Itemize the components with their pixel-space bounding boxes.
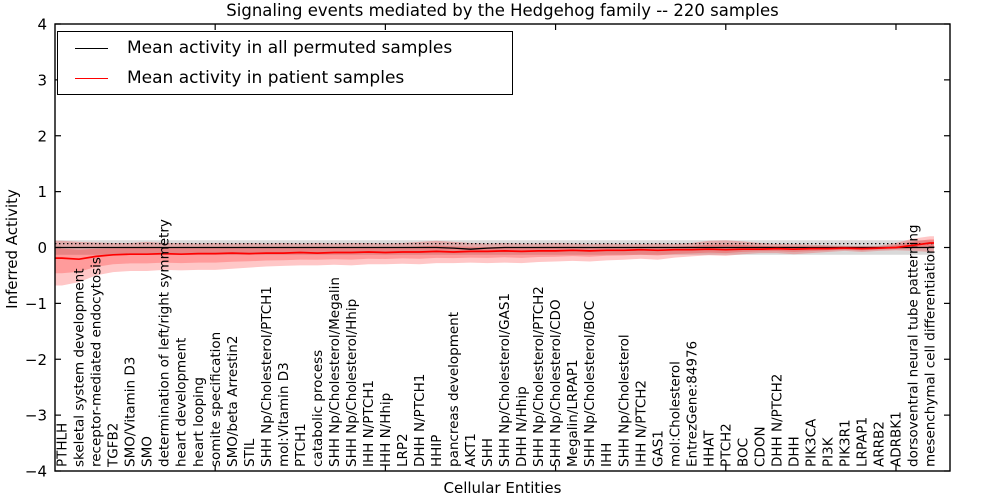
x-tick-label: PTCH2	[718, 423, 734, 467]
y-tick-label: −2	[25, 351, 47, 369]
x-tick-label: BOC	[735, 438, 751, 467]
x-tick-label: Megalin/LRPAP1	[565, 359, 581, 467]
permuted-mean-line	[55, 246, 934, 250]
y-tick-label: 4	[37, 16, 47, 34]
x-tick-label: LRPAP1	[855, 417, 871, 467]
x-tick-label: HHIP	[429, 435, 445, 467]
y-tick-label: 1	[37, 183, 47, 201]
x-tick-label: SHH Np/Cholesterol/Hhip	[344, 299, 360, 467]
legend-item-patient: Mean activity in patient samples	[58, 65, 512, 91]
legend: Mean activity in all permuted samples Me…	[57, 31, 513, 95]
x-tick-label: dorsoventral neural tube patterning	[906, 225, 922, 467]
x-tick-label: SHH Np/Cholesterol/Megalin	[327, 277, 343, 467]
x-tick-label: DHH	[787, 436, 803, 467]
x-tick-label: AKT1	[463, 433, 479, 467]
x-tick-label: GAS1	[650, 430, 666, 467]
x-tick-label: PTHLH	[55, 423, 71, 467]
x-tick-label: HHAT	[701, 430, 717, 467]
legend-item-permuted: Mean activity in all permuted samples	[58, 35, 512, 61]
legend-label-permuted: Mean activity in all permuted samples	[127, 37, 453, 58]
plot-border	[54, 23, 951, 472]
x-tick-label: STIL	[242, 438, 258, 467]
x-tick-label: SMO/beta Arrestin2	[225, 336, 241, 467]
x-tick-label: IHH N/Hhip	[378, 393, 394, 467]
x-tick-label: SHH Np/Cholesterol/BOC	[582, 301, 598, 467]
y-tick-label: 3	[37, 71, 47, 89]
x-tick-label: catabolic process	[310, 350, 326, 467]
x-tick-label: LRP2	[395, 433, 411, 467]
x-tick-label: PTCH1	[293, 423, 309, 467]
y-tick-label: 0	[37, 239, 47, 257]
x-tick-label: PI3K	[821, 436, 837, 467]
x-tick-label: PIK3R1	[838, 419, 854, 467]
x-tick-label: pancreas development	[446, 312, 462, 467]
x-tick-label: determination of left/right symmetry	[157, 219, 173, 467]
patient-line-swatch	[75, 77, 108, 79]
x-tick-label: SHH Np/Cholesterol/CDO	[548, 299, 564, 467]
y-tick-label: −4	[25, 463, 47, 481]
x-tick-label: ADRBK1	[889, 411, 905, 467]
y-axis-label: Inferred Activity	[3, 189, 21, 309]
x-tick-label: IHH N/PTCH2	[633, 380, 649, 467]
x-tick-label: EntrezGene:84976	[684, 341, 700, 467]
x-tick-label: heart looping	[191, 377, 207, 467]
x-tick-label: SMO	[140, 436, 156, 467]
x-tick-label: DHH N/PTCH1	[412, 374, 428, 467]
y-tick-label: −3	[25, 407, 47, 425]
x-tick-label: mesenchymal cell differentiation	[923, 245, 939, 467]
y-tick-label: −1	[25, 295, 47, 313]
x-tick-label: somite specification	[208, 332, 224, 467]
legend-label-patient: Mean activity in patient samples	[127, 67, 405, 88]
x-tick-label: skeletal system development	[72, 269, 88, 468]
x-tick-label: IHH N/PTCH1	[361, 380, 377, 467]
x-tick-label: TGFB2	[106, 423, 122, 468]
x-tick-label: receptor-mediated endocytosis	[89, 257, 105, 467]
x-tick-label: SHH Np/Cholesterol/GAS1	[497, 293, 513, 467]
x-tick-label: mol:Vitamin D3	[276, 362, 292, 467]
x-tick-label: IHH	[599, 443, 615, 467]
x-tick-label: DHH N/PTCH2	[769, 374, 785, 467]
patient-mean-line	[55, 242, 934, 261]
x-tick-label: heart development	[174, 338, 190, 467]
x-tick-label: SHH Np/Cholesterol/PTCH2	[531, 286, 547, 467]
x-tick-label: DHH N/Hhip	[514, 386, 530, 467]
x-tick-label: PIK3CA	[804, 418, 820, 467]
x-tick-label: SHH Np/Cholesterol	[616, 334, 632, 467]
x-tick-label: SHH	[480, 438, 496, 467]
x-tick-label: SMO/Vitamin D3	[123, 357, 139, 467]
x-tick-label: CDON	[752, 426, 768, 467]
x-axis-label: Cellular Entities	[443, 479, 562, 497]
permuted-line-swatch	[75, 47, 108, 49]
y-tick-label: 2	[37, 127, 47, 145]
x-tick-label: SHH Np/Cholesterol/PTCH1	[259, 286, 275, 467]
x-tick-label: ARRB2	[872, 421, 888, 467]
chart-title: Signaling events mediated by the Hedgeho…	[226, 1, 779, 20]
x-tick-label: mol:Cholesterol	[667, 361, 683, 467]
